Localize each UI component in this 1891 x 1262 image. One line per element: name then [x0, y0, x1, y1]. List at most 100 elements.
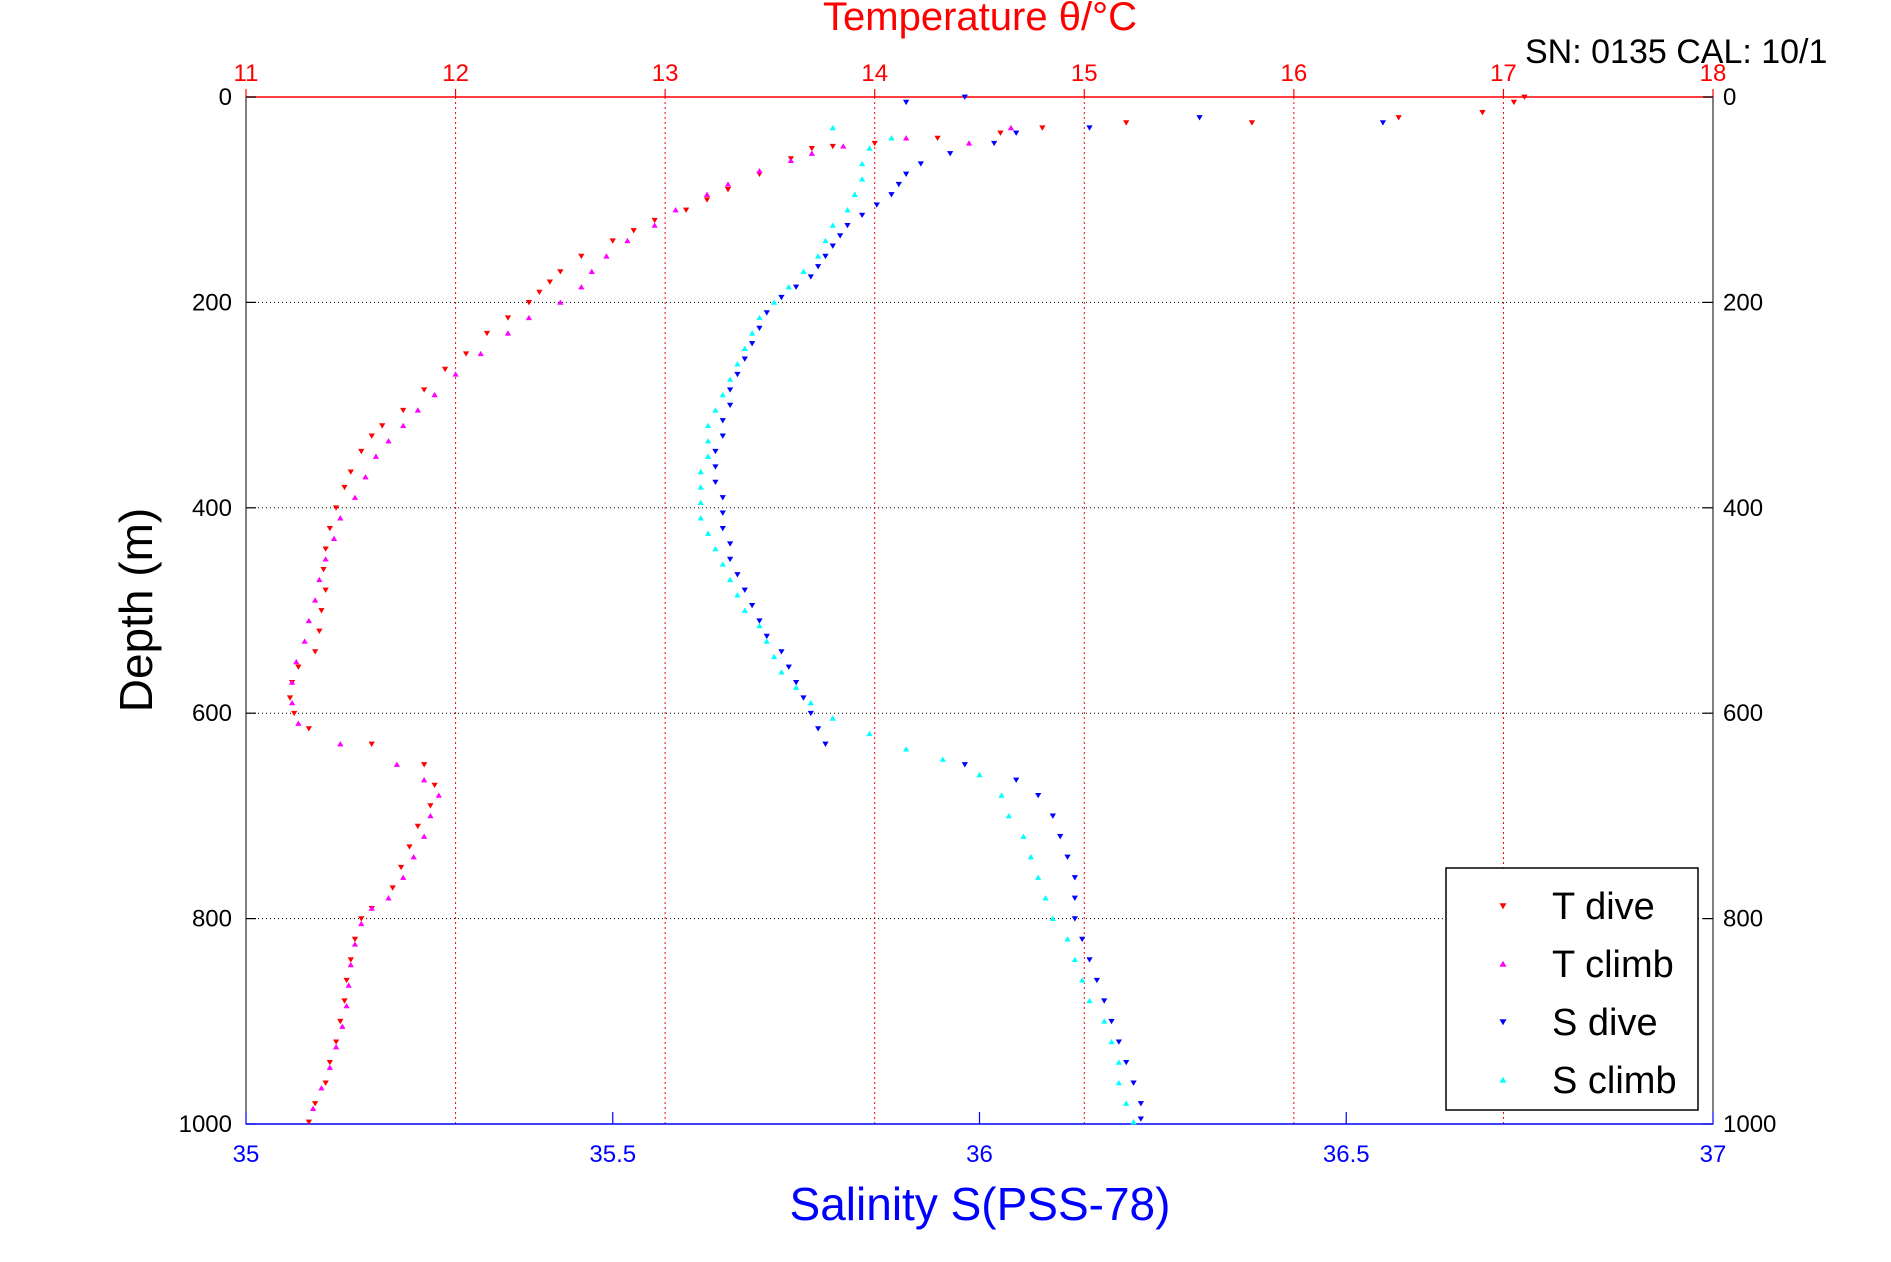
- data-point: [903, 135, 910, 141]
- data-point: [726, 541, 734, 547]
- data-point: [829, 143, 836, 150]
- data-point: [808, 150, 815, 156]
- tick-label-depth-left: 400: [192, 495, 232, 522]
- data-point: [697, 499, 704, 506]
- data-point: [800, 695, 807, 701]
- data-point: [829, 124, 836, 131]
- tick-label-depth-left: 0: [219, 84, 232, 111]
- data-point: [840, 143, 847, 149]
- data-point: [815, 253, 822, 259]
- data-point: [815, 264, 822, 270]
- data-point: [414, 823, 421, 830]
- data-point: [322, 1080, 329, 1086]
- data-point: [888, 135, 895, 141]
- data-point: [712, 545, 719, 552]
- tick-label-depth-left: 800: [192, 906, 232, 933]
- data-point: [291, 710, 298, 717]
- data-point: [734, 572, 741, 578]
- data-point: [341, 484, 348, 491]
- data-point: [339, 1023, 346, 1029]
- data-point: [322, 556, 329, 562]
- data-point: [326, 1060, 333, 1066]
- data-point: [557, 269, 564, 275]
- data-point: [406, 844, 413, 850]
- data-point: [785, 284, 792, 290]
- data-point: [651, 222, 658, 228]
- data-point: [961, 762, 968, 768]
- data-point: [763, 633, 770, 640]
- data-point: [741, 587, 748, 593]
- data-point: [778, 669, 785, 675]
- data-markers: [286, 94, 1528, 1125]
- data-point: [316, 576, 323, 583]
- data-point: [295, 720, 302, 726]
- tick-label-depth-right: 600: [1723, 700, 1763, 727]
- data-point: [778, 294, 785, 301]
- data-point: [1057, 834, 1064, 840]
- data-point: [603, 253, 610, 259]
- data-point: [726, 376, 734, 382]
- data-point: [393, 761, 401, 767]
- data-point: [770, 653, 778, 660]
- tick-label-salinity: 36: [966, 1141, 993, 1168]
- data-point: [316, 628, 323, 634]
- data-point: [651, 217, 658, 224]
- data-point: [939, 756, 946, 762]
- tick-label-temperature: 17: [1490, 60, 1517, 87]
- data-point: [807, 699, 814, 706]
- data-point: [1108, 1038, 1115, 1045]
- legend: T dive T climb S dive S climb: [1445, 867, 1699, 1111]
- data-point: [712, 479, 719, 486]
- data-point: [337, 741, 344, 747]
- data-point: [578, 253, 585, 260]
- data-point: [288, 699, 296, 706]
- data-point: [741, 356, 748, 362]
- data-point: [1123, 1060, 1130, 1066]
- data-point: [734, 592, 741, 598]
- data-point: [851, 191, 858, 197]
- series-s-climb: [697, 124, 1137, 1125]
- data-point: [1039, 125, 1046, 131]
- data-point: [397, 864, 405, 871]
- data-point: [337, 1018, 344, 1025]
- data-point: [712, 464, 719, 470]
- data-point: [358, 916, 365, 922]
- data-point: [859, 212, 866, 219]
- data-point: [734, 361, 741, 367]
- data-point: [421, 762, 428, 768]
- salinity-axis-title: Salinity S(PSS-78): [790, 1178, 1171, 1230]
- data-point: [778, 649, 785, 655]
- data-point: [682, 207, 690, 213]
- data-point: [1064, 854, 1071, 860]
- legend-label: S climb: [1552, 1060, 1677, 1102]
- data-point: [326, 1064, 333, 1070]
- data-point: [1086, 997, 1093, 1004]
- data-point: [305, 726, 312, 732]
- tick-label-temperature: 12: [442, 60, 469, 87]
- data-point: [351, 494, 359, 500]
- data-point: [703, 191, 711, 197]
- data-point: [351, 941, 359, 947]
- data-point: [704, 438, 712, 444]
- tick-label-depth-right: 0: [1723, 84, 1736, 111]
- tick-label-salinity: 35.5: [589, 1141, 636, 1168]
- data-point: [385, 438, 392, 444]
- data-point: [1115, 1079, 1122, 1086]
- data-point: [903, 99, 910, 106]
- data-point: [866, 730, 873, 737]
- data-point: [557, 299, 564, 305]
- data-point: [748, 341, 756, 347]
- data-point: [609, 238, 616, 244]
- data-point: [1071, 956, 1078, 963]
- data-point: [1071, 895, 1078, 901]
- data-point: [1123, 1100, 1130, 1106]
- data-point: [866, 145, 873, 151]
- data-point: [807, 710, 814, 717]
- tick-label-salinity: 35: [233, 1141, 260, 1168]
- data-point: [888, 192, 895, 198]
- tick-label-temperature: 13: [652, 60, 679, 87]
- data-point: [431, 391, 438, 398]
- data-point: [345, 982, 352, 988]
- data-point: [351, 936, 359, 943]
